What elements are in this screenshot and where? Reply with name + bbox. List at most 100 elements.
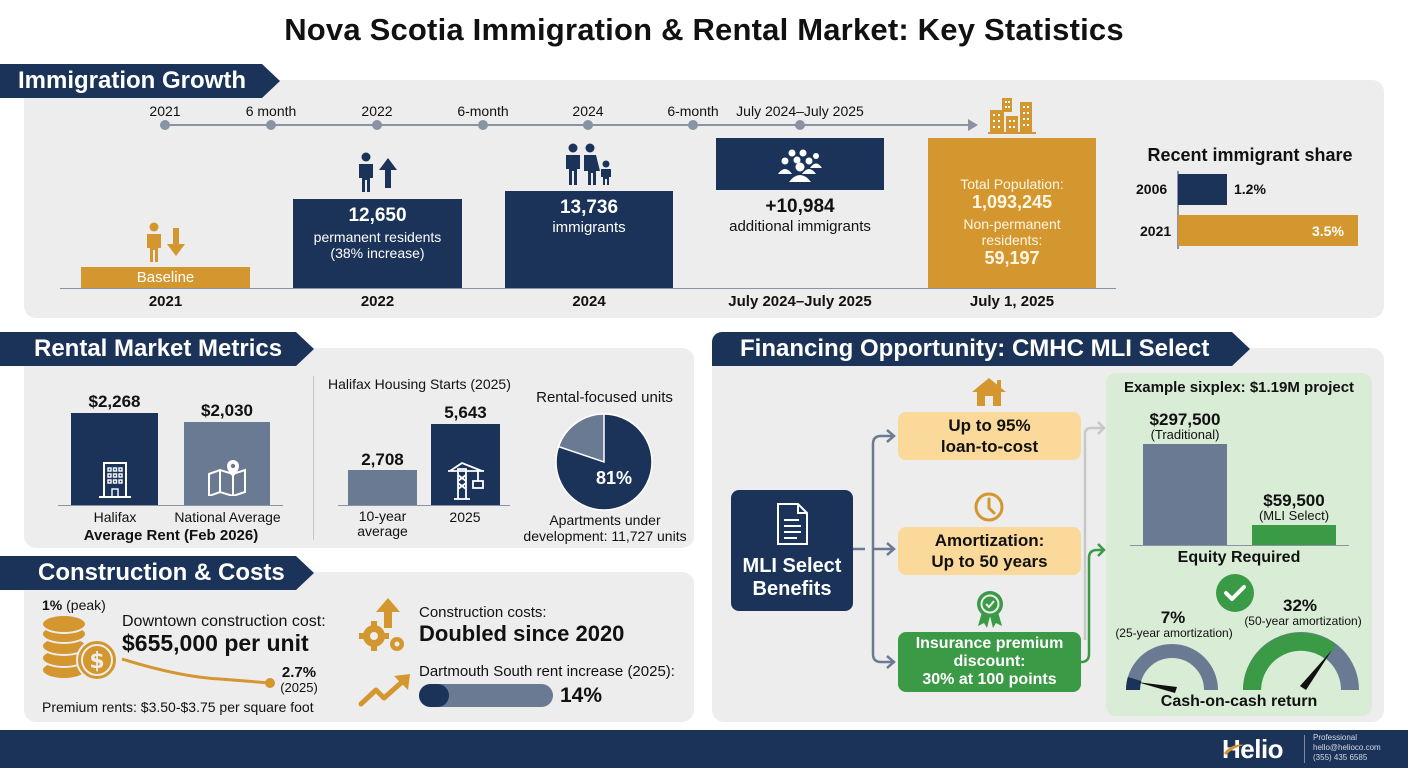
cost-trend-line bbox=[121, 657, 275, 688]
gauge-25-year bbox=[1126, 644, 1218, 693]
share-bar-2006 bbox=[1178, 174, 1227, 205]
end-value: 2.7% bbox=[281, 664, 317, 681]
share-year: 2021 bbox=[1140, 223, 1172, 239]
footer-phone: (355) 435 6585 bbox=[1313, 753, 1368, 762]
bar-value: 59,197 bbox=[984, 248, 1040, 268]
timeline-label: 2022 bbox=[361, 103, 393, 119]
equity-caption: Equity Required bbox=[1177, 549, 1301, 566]
rental-pie-chart bbox=[555, 413, 653, 511]
timeline-dot bbox=[795, 120, 805, 130]
bar-text: residents: bbox=[981, 232, 1043, 248]
trend-up-icon bbox=[358, 674, 410, 707]
rental-heading: Rental Market Metrics bbox=[0, 332, 314, 366]
bars-baseline bbox=[60, 288, 1116, 289]
map-pin-icon bbox=[208, 460, 246, 498]
bar-value: +10,984 bbox=[765, 196, 835, 217]
pie-caption-line: Apartments under bbox=[549, 512, 661, 528]
starts-bar-average bbox=[348, 470, 417, 505]
starts-axis bbox=[338, 505, 510, 506]
equity-bar-traditional bbox=[1143, 444, 1227, 545]
peak-value: 1% bbox=[42, 597, 63, 613]
bar-text: Total Population: bbox=[960, 176, 1064, 192]
gears-up-arrow-icon bbox=[359, 598, 404, 651]
timeline-axis bbox=[165, 124, 970, 126]
pie-title: Rental-focused units bbox=[536, 389, 673, 406]
equity-value: $59,500 bbox=[1263, 491, 1325, 510]
rent-label: National Average bbox=[174, 509, 281, 525]
mli-title-line: Benefits bbox=[752, 578, 832, 600]
page-title: Nova Scotia Immigration & Rental Market:… bbox=[284, 12, 1124, 47]
clock-icon bbox=[974, 492, 1004, 522]
premium-rents: Premium rents: $3.50-$3.75 per square fo… bbox=[42, 699, 314, 715]
equity-label: (MLI Select) bbox=[1258, 508, 1330, 523]
baseline-label: Baseline bbox=[136, 269, 195, 286]
benefit-line: loan-to-cost bbox=[940, 437, 1039, 456]
bar-year: 2024 bbox=[572, 293, 606, 310]
document-icon bbox=[777, 503, 808, 545]
footer-email[interactable]: hello@helioco.com bbox=[1313, 743, 1381, 752]
footer-contact: Professional hello@helioco.com (355) 435… bbox=[1313, 733, 1381, 763]
house-icon bbox=[972, 378, 1006, 406]
rent-caption: Average Rent (Feb 2026) bbox=[83, 527, 259, 544]
financing-heading: Financing Opportunity: CMHC MLI Select bbox=[712, 332, 1250, 366]
timeline-label: 6-month bbox=[457, 103, 509, 119]
benefit-line: 30% at 100 points bbox=[922, 671, 1057, 688]
population-bar: Total Population: 1,093,245 Non-permanen… bbox=[928, 138, 1096, 288]
timeline-arrow-icon bbox=[968, 119, 978, 131]
pie-caption-line: development: 11,727 units bbox=[523, 528, 687, 544]
share-value: 1.2% bbox=[1234, 181, 1266, 197]
gauge-label: (25-year amortization) bbox=[1115, 626, 1233, 640]
equity-bar-mli bbox=[1252, 525, 1336, 545]
share-title: Recent immigrant share bbox=[1147, 145, 1353, 165]
timeline-dot bbox=[478, 120, 488, 130]
bar-year: 2022 bbox=[360, 293, 395, 310]
dartmouth-label: Dartmouth South rent increase (2025): bbox=[419, 663, 675, 680]
gauge-value: 7% bbox=[1160, 608, 1186, 627]
rent-bar-national bbox=[184, 422, 270, 505]
bar-2024: 13,736 immigrants bbox=[505, 191, 673, 288]
peak-text: (peak) bbox=[66, 597, 106, 613]
immigration-panel bbox=[24, 80, 1384, 318]
dartmouth-value: 14% bbox=[560, 684, 603, 707]
bar-value: 13,736 bbox=[559, 197, 619, 218]
starts-value: 5,643 bbox=[444, 403, 487, 422]
benefit-loan-to-cost: Up to 95% loan-to-cost bbox=[898, 412, 1081, 460]
example-title: Example sixplex: $1.19M project bbox=[1123, 379, 1355, 396]
equity-axis bbox=[1130, 545, 1349, 546]
crowd-box bbox=[716, 138, 884, 190]
share-value: 3.5% bbox=[1312, 223, 1344, 239]
share-bar-2021 bbox=[1178, 215, 1358, 246]
bar-2022: 12,650 permanent residents (38% increase… bbox=[293, 199, 462, 288]
cost-label: Downtown construction cost: bbox=[122, 613, 326, 630]
gauge-50-year bbox=[1243, 632, 1359, 690]
starts-title: Halifax Housing Starts (2025) bbox=[328, 376, 511, 392]
person-down-icon bbox=[147, 222, 185, 262]
bar-text: additional immigrants bbox=[729, 218, 871, 235]
rent-value: $2,268 bbox=[88, 392, 141, 411]
benefit-insurance-discount: Insurance premium discount: 30% at 100 p… bbox=[898, 632, 1081, 692]
gauge-value: 32% bbox=[1282, 596, 1318, 615]
timeline-dot bbox=[688, 120, 698, 130]
check-circle-icon bbox=[1216, 574, 1254, 612]
gauge-label: (50-year amortization) bbox=[1244, 614, 1362, 628]
benefit-line: Up to 95% bbox=[948, 416, 1031, 435]
timeline-label: July 2024–July 2025 bbox=[736, 103, 864, 119]
city-buildings-icon bbox=[988, 98, 1036, 134]
costs-label: Construction costs: bbox=[419, 604, 547, 621]
starts-label-line: average bbox=[357, 523, 408, 539]
rent-axis bbox=[58, 505, 283, 506]
bar-year: July 2024–July 2025 bbox=[728, 293, 872, 310]
rent-value: $2,030 bbox=[201, 401, 253, 420]
cost-value: $655,000 per unit bbox=[122, 630, 309, 656]
share-year: 2006 bbox=[1136, 181, 1168, 197]
peak-label: 1% (peak) bbox=[42, 597, 106, 613]
footer-divider bbox=[1304, 735, 1305, 763]
dartmouth-progress-track bbox=[419, 684, 553, 707]
starts-label-line: 10-year bbox=[358, 508, 407, 524]
rent-label: Halifax bbox=[93, 509, 137, 525]
pie-value: 81% bbox=[595, 468, 633, 488]
timeline-label: 6 month bbox=[245, 103, 297, 119]
bar-text: (38% increase) bbox=[330, 245, 425, 261]
equity-value: $297,500 bbox=[1149, 410, 1221, 429]
benefit-line: Insurance premium bbox=[915, 635, 1064, 652]
